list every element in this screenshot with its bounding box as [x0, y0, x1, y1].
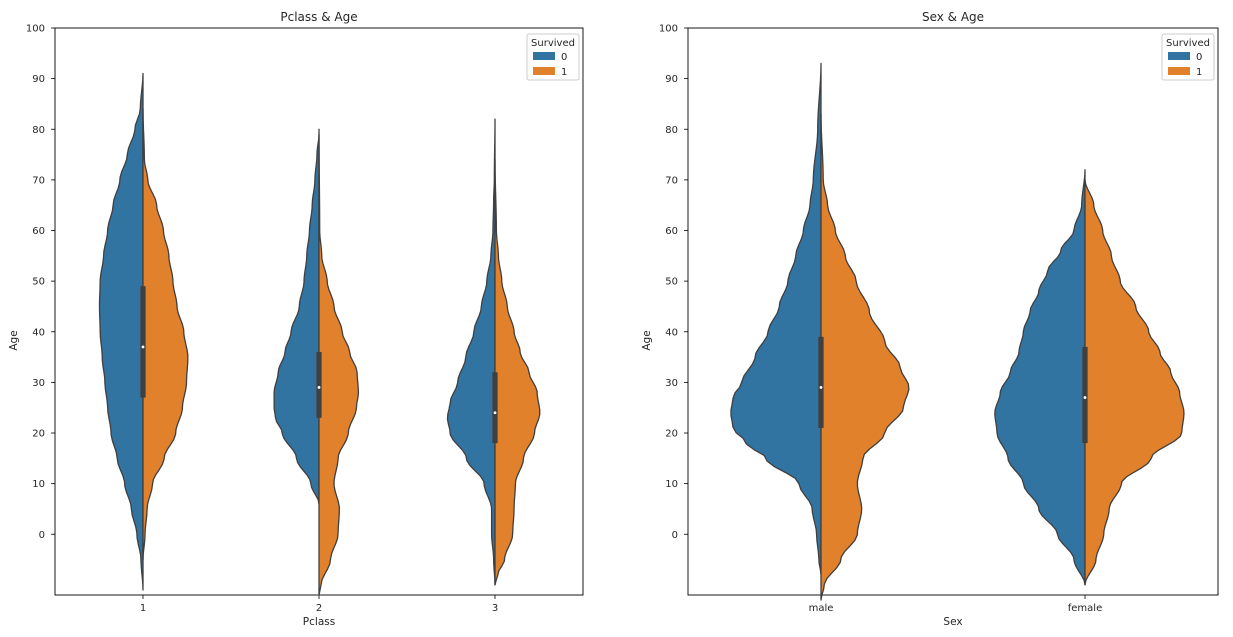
axis-ticks: 0 10 20 30 40 50 60 70 80 90 100 1 2 3	[26, 24, 498, 615]
y-tick-label: 20	[32, 429, 45, 440]
legend-swatch-survived-1	[533, 67, 555, 75]
iqr-box-female	[1082, 346, 1088, 444]
y-tick-label: 30	[32, 378, 45, 389]
chart-panel-sex-age: Sex & Age Sex Age 0102030405060708090100…	[641, 10, 1219, 628]
axis-ticks: 0 10 20 30 40 50 60 70 80 90 100 male female	[659, 24, 1102, 615]
median-dot-female	[1083, 396, 1087, 399]
violin-half-1-survived-1	[142, 108, 189, 561]
x-tick-label: female	[1068, 603, 1102, 614]
y-tick-label: 30	[665, 378, 678, 389]
y-tick-label: 10	[665, 479, 678, 490]
x-tick-label: 1	[140, 603, 146, 614]
violin-half-3-survived-1	[494, 158, 541, 586]
y-tick-label: 100	[26, 24, 45, 35]
y-tick-label: 70	[665, 175, 678, 186]
violin-marks	[730, 62, 1185, 601]
y-tick-label: 90	[32, 74, 45, 85]
legend-swatch-survived-0	[533, 52, 555, 60]
y-tick-label: 60	[32, 226, 45, 237]
x-tick-label: 2	[316, 603, 322, 614]
y-tick-label: 50	[32, 277, 45, 288]
violin-half-2-survived-0	[273, 133, 320, 505]
chart-title: Pclass & Age	[280, 10, 357, 24]
legend-label-survived-0: 0	[1196, 52, 1202, 63]
iqr-box-1	[140, 286, 146, 398]
y-tick-label: 90	[665, 74, 678, 85]
legend-label-survived-1: 1	[1196, 67, 1202, 78]
iqr-box-male	[818, 336, 824, 428]
y-axis-label: Age	[8, 330, 20, 350]
x-tick-label: 3	[492, 603, 498, 614]
x-tick-label: male	[809, 603, 834, 614]
y-tick-label: 0	[672, 530, 678, 541]
plot-area-frame	[687, 27, 1219, 596]
violin-half-male-survived-1	[820, 113, 910, 601]
y-tick-label: 0	[39, 530, 45, 541]
legend[interactable]: Survived 0 1	[526, 33, 580, 81]
median-dot-male	[819, 386, 823, 389]
iqr-box-2	[316, 352, 322, 418]
y-tick-label: 60	[665, 226, 678, 237]
chart-panel-pclass-age: Pclass & Age Pclass Age 0102030405060708…	[8, 10, 584, 628]
violin-marks	[98, 72, 541, 596]
chart-title: Sex & Age	[922, 10, 984, 24]
y-tick-label: 10	[32, 479, 45, 490]
violin-half-2-survived-1	[318, 128, 360, 596]
iqr-box-3	[492, 372, 498, 444]
violin-half-1-survived-0	[98, 72, 144, 591]
y-tick-label: 80	[665, 125, 678, 136]
legend-title: Survived	[1166, 38, 1210, 49]
median-dot-2	[317, 386, 321, 389]
legend-label-survived-1: 1	[561, 67, 567, 78]
median-dot-1	[141, 345, 145, 349]
legend-title: Survived	[531, 38, 575, 49]
x-axis-label: Pclass	[303, 616, 335, 628]
y-axis-label: Age	[641, 330, 653, 350]
violin-half-3-survived-0	[446, 118, 496, 586]
violin-half-male-survived-0	[730, 62, 822, 576]
y-tick-label: 20	[665, 429, 678, 440]
y-tick-label: 70	[32, 175, 45, 186]
y-tick-label: 50	[665, 277, 678, 288]
legend-swatch-survived-0	[1168, 52, 1190, 60]
y-tick-label: 80	[32, 125, 45, 136]
median-dot-3	[493, 411, 497, 415]
x-axis-label: Sex	[943, 616, 962, 628]
legend[interactable]: Survived 0 1	[1161, 33, 1215, 81]
violin-half-female-survived-1	[1084, 179, 1185, 586]
y-tick-label: 40	[665, 327, 678, 338]
y-tick-label: 40	[32, 327, 45, 338]
violin-half-female-survived-0	[994, 169, 1086, 586]
legend-label-survived-0: 0	[561, 52, 567, 63]
legend-swatch-survived-1	[1168, 67, 1190, 75]
y-tick-label: 100	[659, 24, 678, 35]
